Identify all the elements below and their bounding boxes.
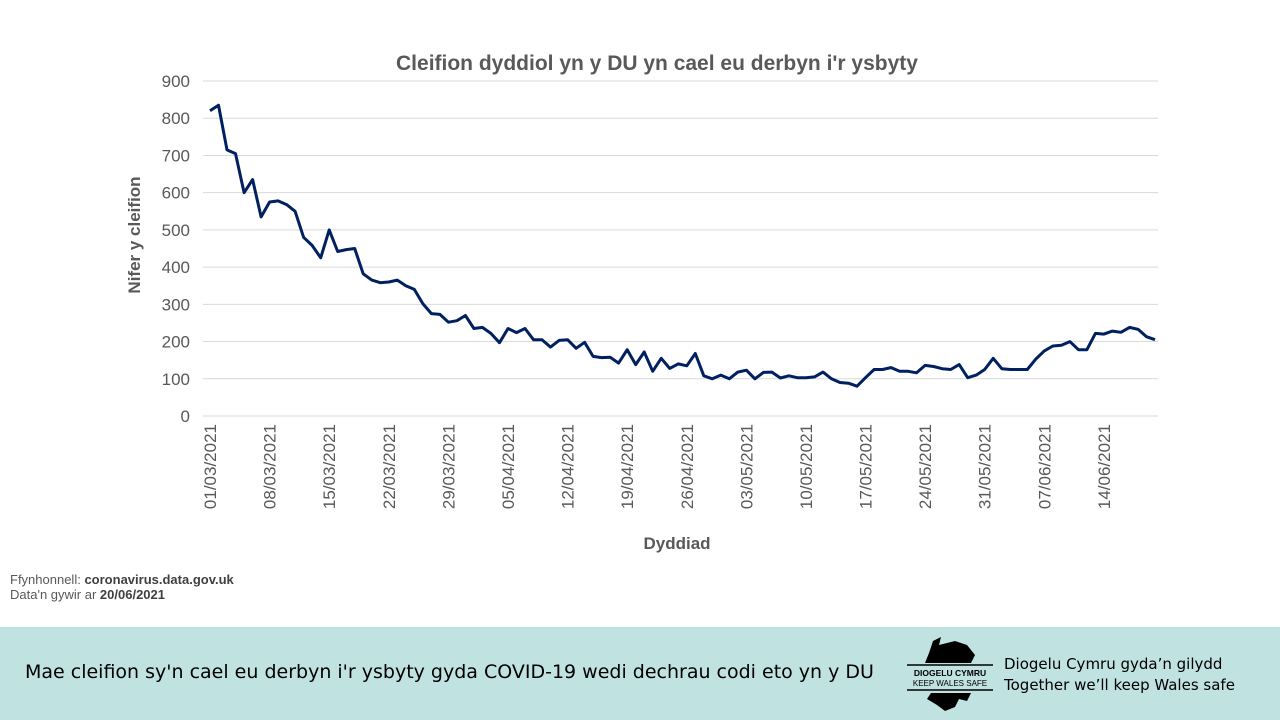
y-tick-label: 800 bbox=[162, 109, 190, 128]
date-line: Data'n gywir ar 20/06/2021 bbox=[10, 587, 165, 602]
y-tick-label: 500 bbox=[162, 221, 190, 240]
x-tick-label: 31/05/2021 bbox=[976, 424, 995, 509]
y-tick-label: 900 bbox=[162, 72, 190, 91]
footer-banner: Mae cleifion sy'n cael eu derbyn i'r ysb… bbox=[0, 627, 1280, 720]
tagline-welsh: Diogelu Cymru gyda’n gilydd bbox=[1004, 655, 1223, 673]
series-line bbox=[209, 103, 1156, 388]
x-tick-label: 03/05/2021 bbox=[737, 424, 756, 509]
y-tick-label: 700 bbox=[162, 146, 190, 165]
source-line: Ffynhonnell: coronavirus.data.gov.uk bbox=[10, 572, 234, 587]
y-tick-label: 200 bbox=[162, 333, 190, 352]
y-tick-label: 600 bbox=[162, 184, 190, 203]
x-tick-label: 17/05/2021 bbox=[857, 424, 876, 509]
x-tick-label: 15/03/2021 bbox=[320, 424, 339, 509]
footer-caption: Mae cleifion sy'n cael eu derbyn i'r ysb… bbox=[25, 661, 874, 683]
x-tick-label: 01/03/2021 bbox=[201, 424, 220, 509]
x-tick-label: 12/04/2021 bbox=[559, 424, 578, 509]
line-chart: Cleifion dyddiol yn y DU yn cael eu derb… bbox=[125, 52, 1158, 553]
y-axis-label: Nifer y cleifion bbox=[125, 176, 144, 293]
x-tick-label: 19/04/2021 bbox=[618, 424, 637, 509]
x-tick-label: 08/03/2021 bbox=[261, 424, 280, 509]
y-tick-label: 100 bbox=[162, 370, 190, 389]
x-tick-label: 07/06/2021 bbox=[1035, 424, 1054, 509]
svg-text:DIOGELU CYMRU: DIOGELU CYMRU bbox=[914, 668, 986, 678]
y-tick-label: 0 bbox=[181, 407, 190, 426]
date-value: 20/06/2021 bbox=[99, 587, 165, 602]
date-label: Data'n gywir ar bbox=[10, 587, 97, 602]
x-tick-label: 10/05/2021 bbox=[797, 424, 816, 509]
source-value: coronavirus.data.gov.uk bbox=[84, 572, 234, 587]
x-tick-label: 05/04/2021 bbox=[499, 424, 518, 509]
svg-text:KEEP WALES SAFE: KEEP WALES SAFE bbox=[913, 679, 987, 688]
y-tick-label: 400 bbox=[162, 258, 190, 277]
x-tick-label: 22/03/2021 bbox=[380, 424, 399, 509]
chart-title: Cleifion dyddiol yn y DU yn cael eu derb… bbox=[396, 52, 918, 75]
x-axis-label: Dyddiad bbox=[643, 534, 710, 553]
tagline-english: Together we’ll keep Wales safe bbox=[1004, 676, 1235, 694]
x-tick-label: 14/06/2021 bbox=[1095, 424, 1114, 509]
keep-wales-safe-logo: DIOGELU CYMRU KEEP WALES SAFE bbox=[907, 637, 993, 711]
x-tick-label: 29/03/2021 bbox=[439, 424, 458, 509]
x-tick-label: 24/05/2021 bbox=[916, 424, 935, 509]
source-label: Ffynhonnell: bbox=[10, 572, 81, 587]
y-tick-label: 300 bbox=[162, 295, 190, 314]
x-tick-label: 26/04/2021 bbox=[678, 424, 697, 509]
